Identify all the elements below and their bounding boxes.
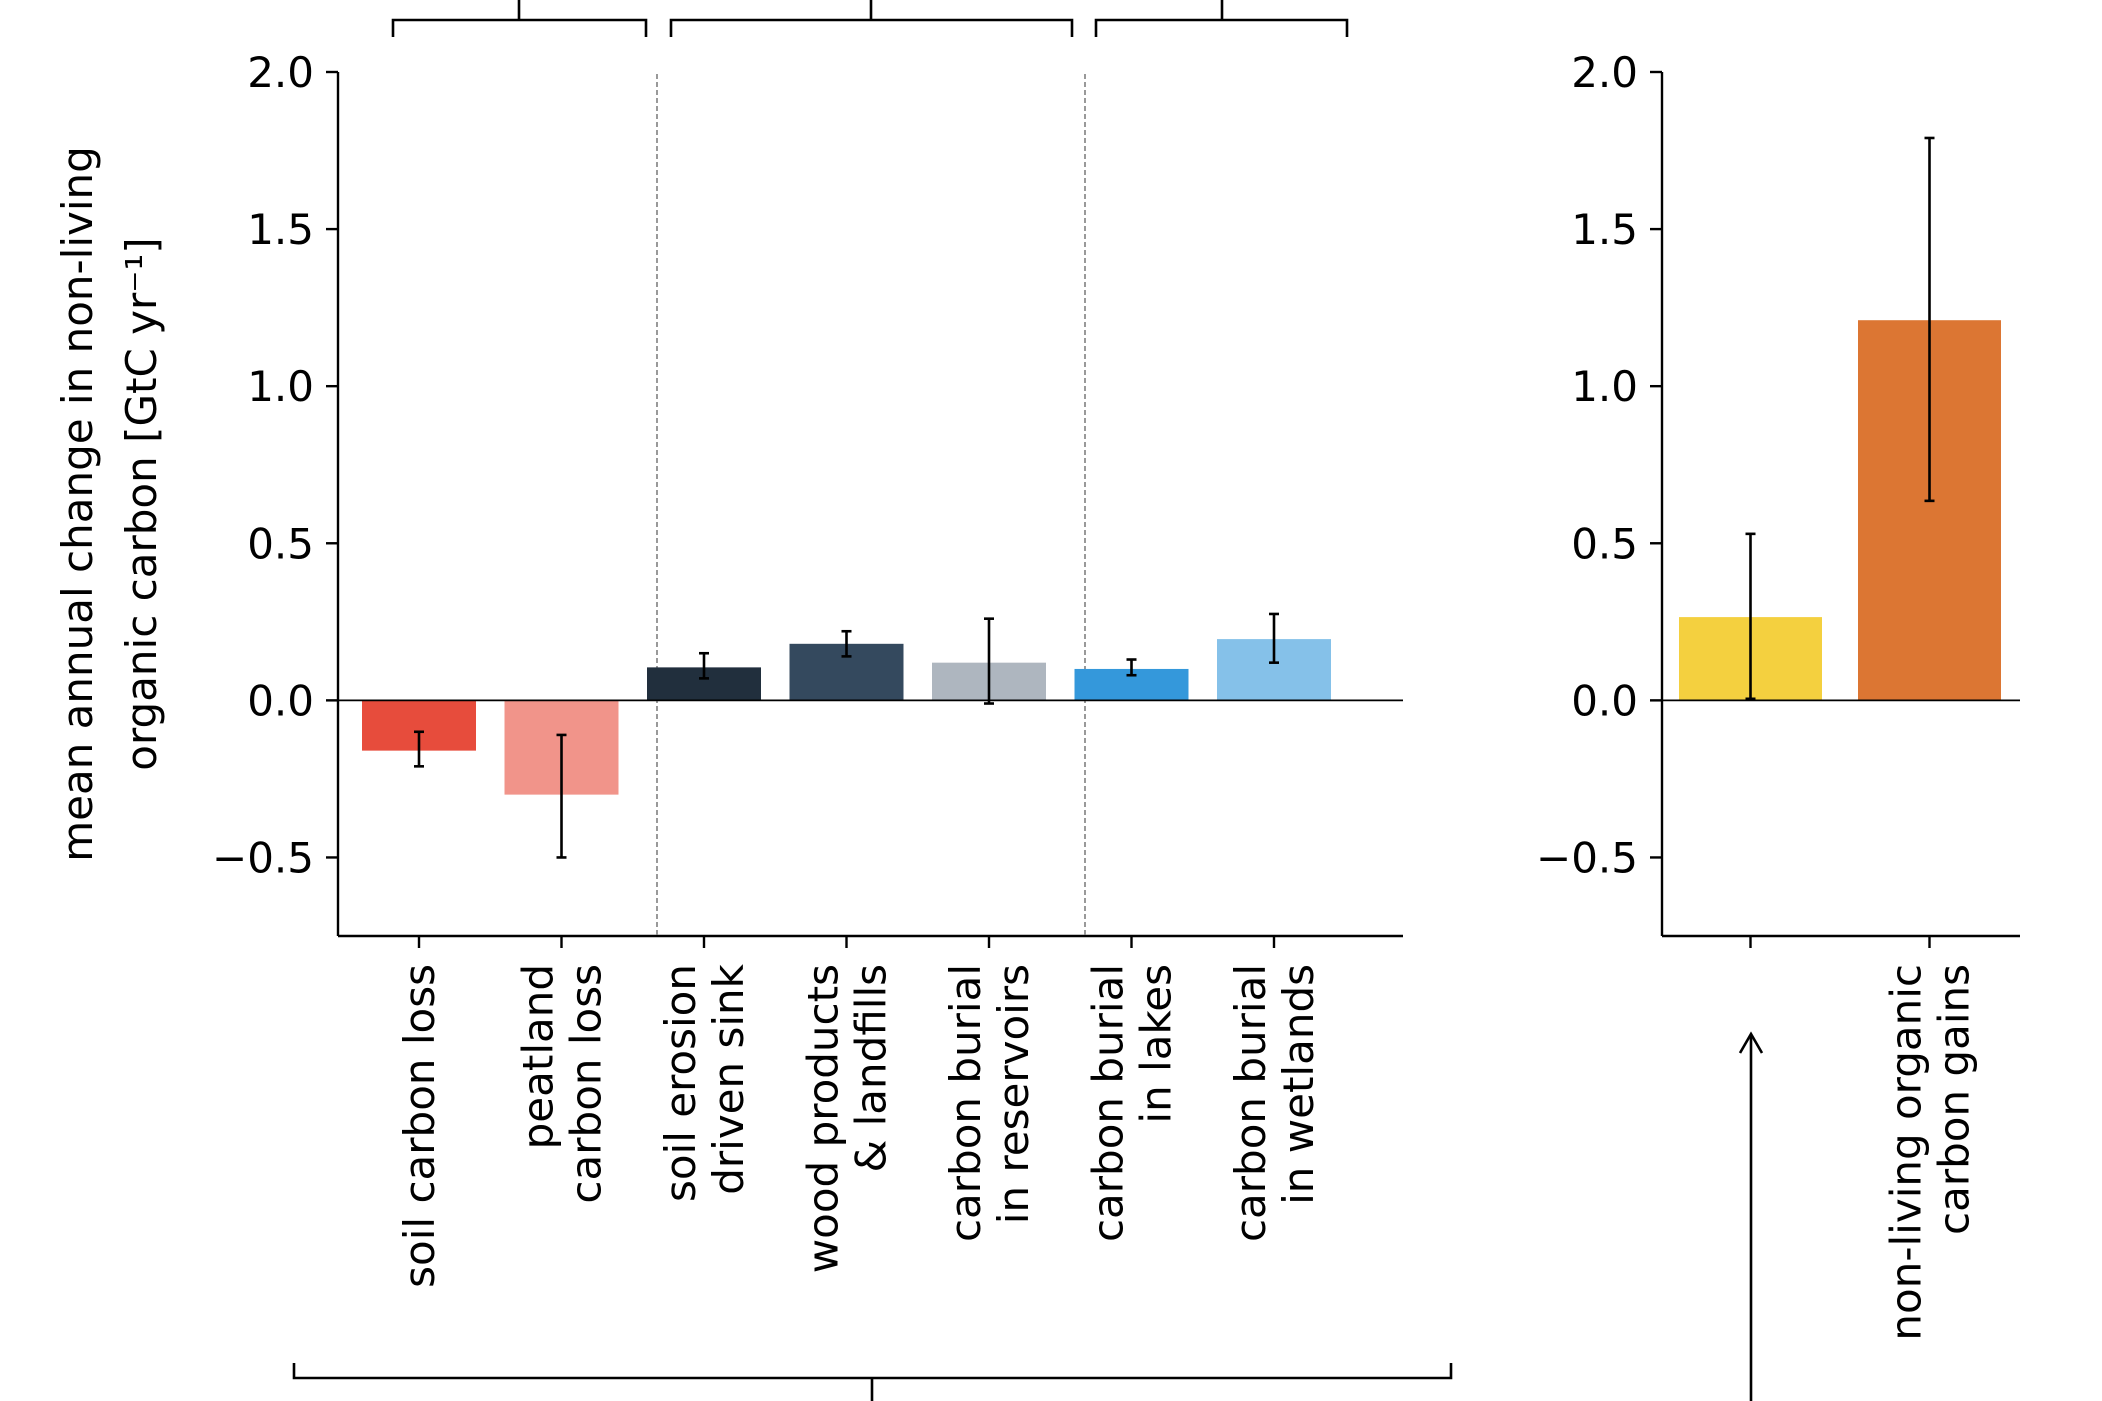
y-tick-label: 2.0 — [1571, 48, 1638, 97]
y-axis-title: mean annual change in non-living — [53, 146, 102, 862]
right-panel: −0.5 0.0 0.5 1.0 1.5 2.0 non-living organic car… — [1536, 48, 2020, 1341]
category-label: soil carbon loss — [395, 964, 444, 1288]
category-label: soil erosion — [656, 964, 705, 1202]
y-axis-title: organic carbon [GtC yr⁻¹] — [117, 237, 166, 770]
category-label: in reservoirs — [989, 964, 1038, 1224]
y-tick-label: 1.0 — [247, 362, 314, 411]
group-brackets — [292, 0, 1764, 1401]
category-label: & landfills — [847, 964, 896, 1172]
bottom-group-bracket — [292, 1363, 1453, 1401]
y-tick-label: 1.5 — [247, 205, 314, 254]
category-label: carbon burial — [1084, 964, 1133, 1242]
y-tick-label: 2.0 — [247, 48, 314, 97]
category-label: in lakes — [1132, 964, 1181, 1124]
top-group-bracket — [669, 0, 1074, 37]
y-tick-label: 1.5 — [1571, 205, 1638, 254]
y-tick-label: 0.0 — [247, 676, 314, 725]
top-group-bracket — [391, 0, 648, 37]
top-group-bracket — [1094, 0, 1349, 37]
y-tick-label: 0.0 — [1571, 676, 1638, 725]
category-label: carbon gains — [1930, 964, 1979, 1235]
category-label: wood products — [799, 964, 848, 1273]
y-tick-label: 1.0 — [1571, 362, 1638, 411]
category-label: driven sink — [704, 963, 753, 1194]
category-label: in wetlands — [1274, 964, 1323, 1205]
category-label: non-living organic — [1882, 964, 1931, 1341]
y-tick-label: 0.5 — [247, 519, 314, 568]
y-tick-label: −0.5 — [1536, 833, 1638, 882]
up-arrow-head — [1738, 1031, 1764, 1054]
y-tick-label: −0.5 — [212, 833, 314, 882]
category-label: peatland — [514, 964, 563, 1149]
category-label: carbon burial — [1226, 964, 1275, 1242]
y-tick-label: 0.5 — [1571, 519, 1638, 568]
category-label: carbon burial — [941, 964, 990, 1242]
left-panel: −0.5 0.0 0.5 1.0 1.5 2.0 soil carbon loss peatl… — [53, 48, 1403, 1288]
category-label: carbon loss — [562, 964, 611, 1204]
